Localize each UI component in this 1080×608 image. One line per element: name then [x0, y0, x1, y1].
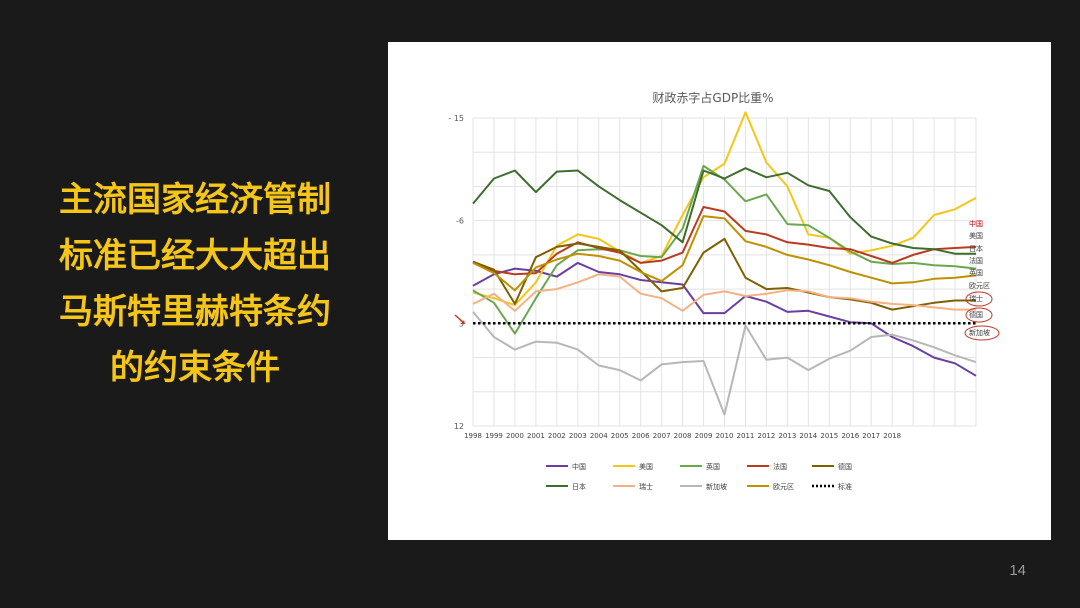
legend-label: 德国 [838, 462, 852, 471]
x-tick-label: 2000 [506, 432, 524, 440]
series-line-美国 [472, 111, 977, 307]
headline-line-1: 主流国家经济管制 [59, 180, 331, 220]
x-tick-label: 2008 [674, 432, 692, 440]
red-circle-annotation [965, 307, 993, 323]
series-line-欧元区 [472, 215, 977, 292]
legend-label: 英国 [706, 462, 720, 471]
legend-label: 美国 [639, 462, 653, 471]
x-tick-label: 2002 [548, 432, 566, 440]
x-tick-label: 2003 [569, 432, 587, 440]
legend-label: 日本 [572, 482, 586, 491]
x-tick-label: 2013 [778, 432, 796, 440]
chart-panel: 财政赤字占GDP比重% - 15 -6 3 12 1998 1999 2000 2001 20… [388, 42, 1051, 540]
series-line-英国 [472, 164, 977, 335]
red-arrow-annotation [454, 314, 465, 324]
right-label: 德国 [969, 310, 983, 319]
x-tick-label: 2016 [841, 432, 859, 440]
x-tick-label: 2009 [695, 432, 713, 440]
x-axis: 1998 1999 2000 2001 2002 2003 2004 2005 2006 2007… [464, 432, 901, 440]
legend-label: 法国 [773, 462, 787, 471]
x-tick-label: 2004 [590, 432, 608, 440]
red-circle-annotation [964, 325, 1000, 341]
x-tick-label: 2010 [716, 432, 734, 440]
red-arrow-annotation-head [461, 320, 465, 324]
right-label: 瑞士 [969, 294, 983, 303]
series-line-瑞士 [472, 273, 976, 312]
x-tick-label: 2006 [632, 432, 650, 440]
x-tick-label: 2011 [737, 432, 755, 440]
series-lines [472, 111, 977, 416]
x-tick-label: 2015 [820, 432, 838, 440]
x-tick-label: 2007 [653, 432, 671, 440]
series-line-日本 [472, 167, 976, 255]
series-line-中国 [472, 261, 977, 377]
chart-grid [472, 117, 977, 427]
legend-label: 瑞士 [639, 482, 653, 491]
right-label: 法国 [969, 256, 983, 265]
x-tick-label: 2001 [527, 432, 545, 440]
right-label: 英国 [969, 268, 983, 277]
y-tick-label: -6 [456, 217, 464, 226]
page-number: 14 [1009, 562, 1026, 579]
series-line-新加坡 [472, 311, 977, 416]
legend-label: 新加坡 [706, 482, 727, 491]
series-line-法国 [472, 206, 977, 276]
x-tick-label: 2017 [862, 432, 880, 440]
series-line-德国 [472, 237, 976, 311]
x-tick-label: 1998 [464, 432, 482, 440]
right-label: 欧元区 [969, 281, 990, 290]
right-label: 美国 [969, 231, 983, 240]
y-tick-label: - 15 [448, 114, 464, 123]
headline-line-2: 标准已经大大超出 [59, 236, 331, 276]
legend-label: 欧元区 [773, 482, 794, 491]
y-tick-label: 12 [454, 422, 464, 431]
x-tick-label: 2012 [758, 432, 776, 440]
legend-label: 标准 [838, 482, 852, 491]
right-label: 新加坡 [969, 328, 990, 337]
x-tick-label: 2014 [799, 432, 817, 440]
right-label: 日本 [969, 244, 983, 253]
slide-headline: 主流国家经济管制 标准已经大大超出 马斯特里赫特条约 的约束条件 [20, 172, 370, 396]
x-tick-label: 1999 [485, 432, 503, 440]
legend-label: 中国 [572, 462, 586, 471]
headline-line-3: 马斯特里赫特条约 [59, 292, 331, 332]
red-circle-annotation [965, 291, 993, 307]
x-tick-label: 2005 [611, 432, 629, 440]
chart-title: 财政赤字占GDP比重% [652, 90, 773, 105]
right-label: 中国 [969, 219, 983, 228]
x-tick-label: 2018 [883, 432, 901, 440]
headline-line-4: 的约束条件 [110, 348, 280, 388]
